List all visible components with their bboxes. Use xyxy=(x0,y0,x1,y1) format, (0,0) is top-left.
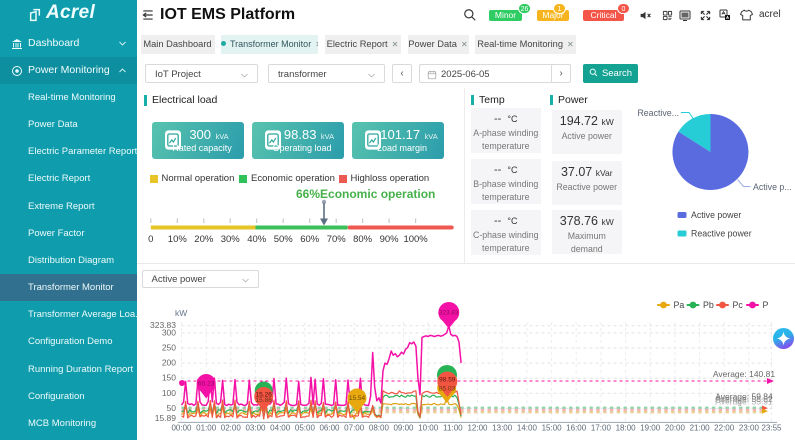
svg-text:Active p...: Active p... xyxy=(753,182,792,192)
svg-text:14:00: 14:00 xyxy=(517,424,538,433)
svg-text:150: 150 xyxy=(162,373,176,383)
svg-text:50: 50 xyxy=(167,403,177,413)
svg-text:P: P xyxy=(763,300,769,310)
svg-text:323.83: 323.83 xyxy=(439,310,459,317)
svg-text:23:55: 23:55 xyxy=(761,424,782,433)
svg-text:Pb: Pb xyxy=(703,300,714,310)
svg-text:90%: 90% xyxy=(380,234,400,245)
svg-text:Average: 140.81: Average: 140.81 xyxy=(713,369,775,379)
svg-text:60%: 60% xyxy=(300,234,320,245)
svg-text:11:00: 11:00 xyxy=(443,424,463,433)
svg-text:kW: kW xyxy=(175,308,187,318)
svg-text:0: 0 xyxy=(148,234,153,245)
svg-text:Pc: Pc xyxy=(733,300,744,310)
svg-text:07:00: 07:00 xyxy=(344,424,365,433)
svg-text:85.03: 85.03 xyxy=(439,386,456,393)
svg-text:01:00: 01:00 xyxy=(196,424,217,433)
svg-text:12:00: 12:00 xyxy=(467,424,488,433)
svg-text:Average: 55.91: Average: 55.91 xyxy=(715,397,773,407)
svg-text:80%: 80% xyxy=(353,234,373,245)
svg-text:30%: 30% xyxy=(221,234,241,245)
svg-text:00:00: 00:00 xyxy=(171,424,192,433)
svg-text:15.26: 15.26 xyxy=(256,392,273,399)
svg-text:05:00: 05:00 xyxy=(295,424,316,433)
svg-text:50%: 50% xyxy=(274,234,294,245)
svg-text:09:00: 09:00 xyxy=(393,424,414,433)
svg-text:10:00: 10:00 xyxy=(418,424,439,433)
svg-text:10%: 10% xyxy=(168,234,188,245)
svg-text:15.54: 15.54 xyxy=(349,395,366,402)
svg-text:Average: 58.62: Average: 58.62 xyxy=(715,394,773,404)
svg-text:19:00: 19:00 xyxy=(640,424,661,433)
svg-text:300: 300 xyxy=(162,327,176,337)
svg-text:Average: 59.84: Average: 59.84 xyxy=(715,392,773,402)
svg-text:250: 250 xyxy=(162,343,176,353)
svg-text:200: 200 xyxy=(162,358,176,368)
svg-text:15:00: 15:00 xyxy=(542,424,563,433)
svg-text:06:00: 06:00 xyxy=(319,424,340,433)
svg-text:70%: 70% xyxy=(327,234,347,245)
svg-text:100: 100 xyxy=(162,388,176,398)
svg-text:22:00: 22:00 xyxy=(714,424,735,433)
svg-text:98.59: 98.59 xyxy=(439,377,456,384)
svg-text:16:00: 16:00 xyxy=(566,424,587,433)
svg-text:04:00: 04:00 xyxy=(270,424,291,433)
svg-text:03:00: 03:00 xyxy=(245,424,266,433)
svg-text:60.23: 60.23 xyxy=(198,381,215,388)
svg-text:18:00: 18:00 xyxy=(616,424,637,433)
svg-text:08:00: 08:00 xyxy=(369,424,390,433)
svg-text:20%: 20% xyxy=(194,234,214,245)
svg-text:17:00: 17:00 xyxy=(591,424,612,433)
svg-text:02:00: 02:00 xyxy=(221,424,242,433)
svg-text:15.89: 15.89 xyxy=(155,413,177,423)
svg-text:13:00: 13:00 xyxy=(492,424,513,433)
svg-text:Reactive power: Reactive power xyxy=(691,229,752,239)
svg-text:323.83: 323.83 xyxy=(150,320,176,330)
svg-text:20:00: 20:00 xyxy=(665,424,686,433)
svg-text:Reactive...: Reactive... xyxy=(637,108,679,118)
svg-text:15.86: 15.86 xyxy=(256,397,273,404)
svg-text:40%: 40% xyxy=(247,234,267,245)
svg-text:Active power: Active power xyxy=(691,210,741,220)
svg-text:21:00: 21:00 xyxy=(690,424,711,433)
svg-text:100%: 100% xyxy=(403,234,428,245)
svg-text:Pa: Pa xyxy=(674,300,685,310)
svg-text:23:00: 23:00 xyxy=(739,424,760,433)
